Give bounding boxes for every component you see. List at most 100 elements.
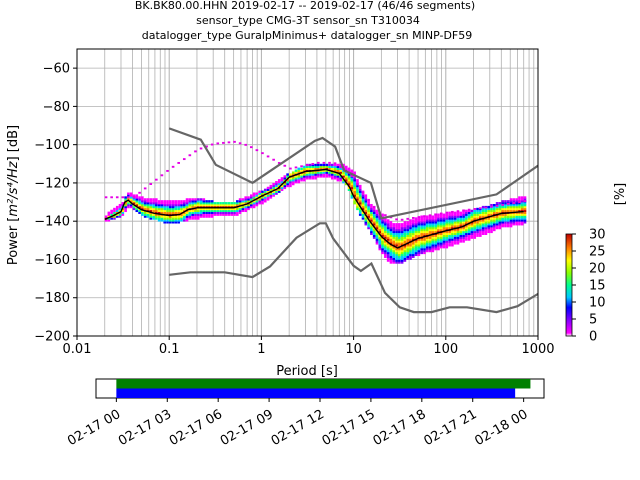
psd-density-cell xyxy=(291,171,295,174)
psd-density-cell xyxy=(166,209,169,213)
psd-density-cell xyxy=(400,242,404,245)
psd-density-cell xyxy=(328,175,331,178)
psd-density-cell xyxy=(378,244,382,247)
psd-density-cell xyxy=(451,234,454,237)
psd-density-cell xyxy=(208,205,211,209)
psd-density-cell xyxy=(492,207,496,211)
y-axis-label-tail: ] [dB] xyxy=(6,125,21,162)
psd-density-cell xyxy=(453,221,457,224)
psd-density-cell xyxy=(269,194,273,197)
psd-density-cell xyxy=(358,194,362,197)
psd-density-cell xyxy=(375,217,379,220)
psd-density-cell xyxy=(124,205,127,209)
psd-density-cell xyxy=(423,234,426,237)
psd-outlier-cell xyxy=(479,207,482,210)
psd-density-cell xyxy=(398,244,401,247)
psd-density-cell xyxy=(163,200,167,203)
psd-density-cell xyxy=(291,173,295,176)
psd-density-cell xyxy=(233,207,236,211)
psd-density-cell xyxy=(451,219,454,222)
psd-density-cell xyxy=(425,225,429,228)
psd-density-cell xyxy=(487,219,491,222)
psd-density-cell xyxy=(361,203,365,207)
psd-density-cell xyxy=(448,221,451,224)
psd-density-cell xyxy=(370,230,373,234)
psd-density-cell xyxy=(389,223,393,226)
psd-density-cell xyxy=(476,234,479,237)
psd-density-cell xyxy=(104,215,108,218)
psd-density-cell xyxy=(389,234,393,237)
psd-density-cell xyxy=(400,261,404,264)
psd-density-cell xyxy=(160,215,164,218)
psd-density-cell xyxy=(358,207,362,211)
psd-density-cell xyxy=(523,221,527,224)
psd-density-cell xyxy=(127,194,130,197)
psd-density-cell xyxy=(241,198,245,201)
y-tick-label: −120 xyxy=(34,176,70,191)
psd-density-cell xyxy=(361,211,365,214)
psd-density-cell xyxy=(414,246,418,249)
psd-density-cell xyxy=(372,219,376,222)
psd-density-cell xyxy=(442,246,446,249)
psd-density-cell xyxy=(406,234,410,237)
psd-density-cell xyxy=(177,205,180,209)
psd-density-cell xyxy=(392,234,396,237)
psd-density-cell xyxy=(194,217,197,220)
psd-density-cell xyxy=(431,223,435,226)
psd-density-cell xyxy=(476,223,479,226)
psd-density-cell xyxy=(420,217,423,220)
psd-outlier-cell xyxy=(121,196,125,199)
psd-density-cell xyxy=(395,257,398,260)
psd-density-cell xyxy=(283,184,287,188)
psd-density-cell xyxy=(255,196,259,199)
psd-density-cell xyxy=(104,219,108,222)
psd-density-cell xyxy=(255,194,259,197)
psd-density-cell xyxy=(322,165,326,169)
psd-density-cell xyxy=(333,165,337,169)
psd-density-cell xyxy=(275,181,278,184)
psd-density-cell xyxy=(439,213,443,216)
psd-density-cell xyxy=(487,226,491,230)
psd-density-cell xyxy=(358,196,362,199)
psd-density-cell xyxy=(437,240,440,243)
psd-density-cell xyxy=(252,196,256,199)
psd-density-cell xyxy=(177,217,180,220)
psd-density-cell xyxy=(347,175,351,178)
psd-density-cell xyxy=(409,253,412,257)
psd-density-cell xyxy=(425,244,429,247)
psd-density-cell xyxy=(453,219,457,222)
psd-density-cell xyxy=(129,198,133,201)
psd-density-cell xyxy=(294,177,298,180)
psd-density-cell xyxy=(484,209,488,213)
psd-density-cell xyxy=(182,205,186,209)
psd-density-cell xyxy=(378,236,382,239)
psd-density-cell xyxy=(358,209,362,213)
psd-density-cell xyxy=(473,236,477,239)
psd-density-cell xyxy=(411,226,415,230)
psd-outlier-cell xyxy=(233,140,236,143)
psd-outlier-cell xyxy=(384,214,387,217)
psd-density-cell xyxy=(132,198,136,201)
psd-density-cell xyxy=(319,167,323,170)
psd-density-cell xyxy=(400,234,404,237)
psd-density-cell xyxy=(367,203,370,207)
psd-density-cell xyxy=(445,244,449,247)
psd-density-cell xyxy=(188,211,192,214)
psd-density-cell xyxy=(372,234,376,237)
psd-density-cell xyxy=(330,165,334,169)
psd-density-cell xyxy=(504,221,507,224)
psd-density-cell xyxy=(386,251,390,255)
psd-density-cell xyxy=(372,217,376,220)
psd-density-cell xyxy=(484,226,488,230)
psd-outlier-cell xyxy=(238,142,242,145)
psd-density-cell xyxy=(409,230,412,234)
psd-density-cell xyxy=(448,234,451,237)
psd-density-cell xyxy=(490,230,493,234)
psd-density-cell xyxy=(174,203,178,207)
psd-density-cell xyxy=(244,205,248,209)
psd-density-cell xyxy=(155,200,158,203)
psd-density-cell xyxy=(445,215,449,218)
psd-density-cell xyxy=(353,198,356,201)
psd-density-cell xyxy=(459,232,463,235)
psd-density-cell xyxy=(344,177,348,180)
